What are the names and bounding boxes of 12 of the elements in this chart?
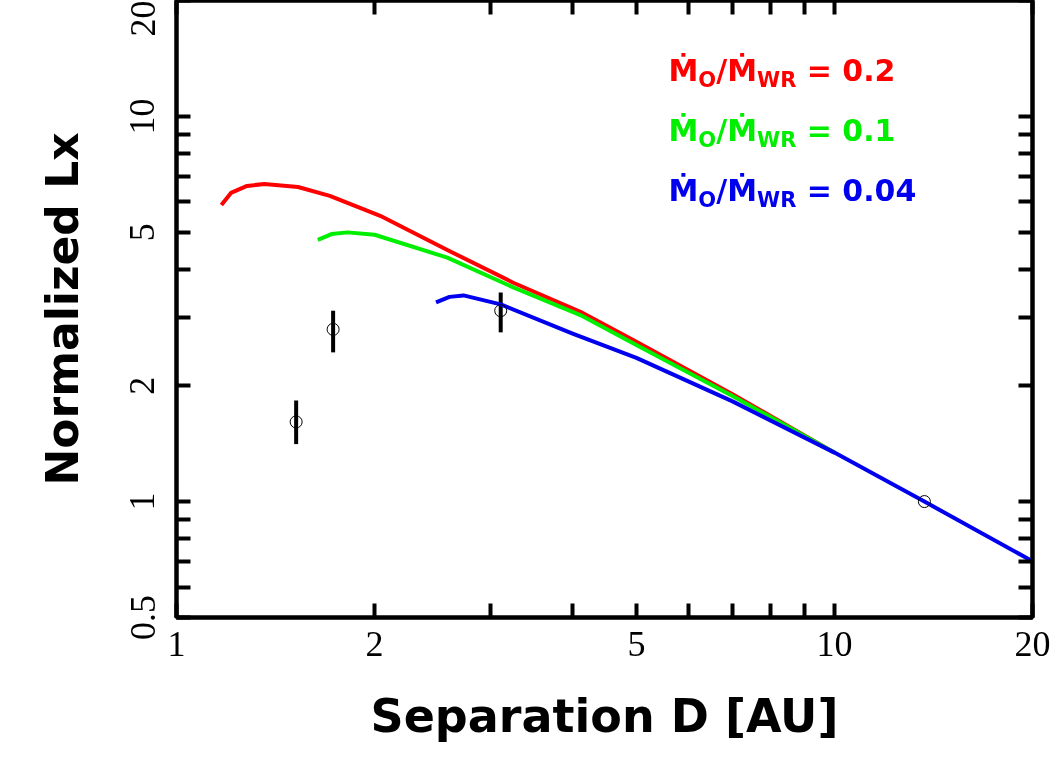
y-tick-label: 0.5 bbox=[122, 595, 163, 640]
x-tick-label: 20 bbox=[1014, 623, 1051, 664]
y-tick-label: 10 bbox=[122, 98, 163, 135]
y-tick-label: 2 bbox=[122, 376, 163, 395]
x-tick-label: 2 bbox=[365, 623, 384, 664]
y-tick-label: 1 bbox=[122, 492, 163, 511]
y-tick-label: 5 bbox=[122, 223, 163, 242]
y-axis-title: Normalized Lx bbox=[36, 132, 88, 486]
y-tick-label: 20 bbox=[122, 0, 163, 37]
x-tick-label: 10 bbox=[816, 623, 853, 664]
x-axis-title: Separation D [AU] bbox=[370, 688, 839, 743]
x-tick-label: 5 bbox=[627, 623, 646, 664]
